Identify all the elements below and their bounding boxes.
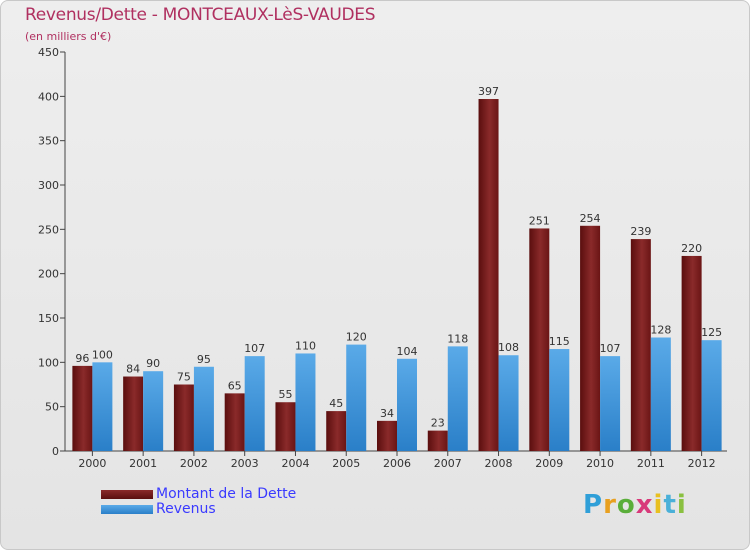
x-tick-label: 2005	[332, 457, 360, 470]
revenue-bar	[244, 356, 265, 451]
x-tick-label: 2008	[485, 457, 513, 470]
debt-bar	[529, 228, 550, 451]
x-tick-label: 2011	[637, 457, 665, 470]
revenue-bar	[193, 366, 214, 451]
revenue-value-label: 118	[447, 332, 468, 345]
debt-value-label: 254	[580, 212, 601, 225]
revenue-value-label: 104	[397, 345, 418, 358]
legend-label-debt: Montant de la Dette	[156, 486, 297, 502]
debt-value-label: 65	[228, 379, 242, 392]
x-tick-label: 2009	[535, 457, 563, 470]
legend-label-revenue: Revenus	[156, 501, 216, 517]
y-tick-label: 450	[38, 46, 59, 59]
revenue-value-label: 115	[549, 335, 570, 348]
proxiti-logo: Proxiti	[583, 490, 687, 520]
debt-bar	[681, 255, 702, 451]
logo-letter: o	[616, 490, 636, 520]
debt-bar	[173, 384, 194, 451]
y-tick-label: 150	[38, 312, 59, 325]
revenue-bar	[498, 355, 519, 451]
logo-letter: i	[676, 490, 687, 520]
x-tick-label: 2012	[688, 457, 716, 470]
legend-swatch-debt	[101, 490, 153, 499]
debt-value-label: 75	[177, 371, 191, 384]
revenue-value-label: 125	[701, 326, 722, 339]
revenue-bar	[600, 356, 621, 451]
debt-bar	[123, 376, 144, 451]
debt-bar	[72, 365, 93, 451]
debt-bar	[427, 430, 448, 451]
x-tick-label: 2001	[129, 457, 157, 470]
x-tick-label: 2010	[586, 457, 614, 470]
y-tick-label: 400	[38, 90, 59, 103]
revenue-bar	[397, 358, 417, 451]
chart-title: Revenus/Dette - MONTCEAUX-LèS-VAUDES	[25, 5, 376, 25]
logo-letter: x	[635, 490, 654, 520]
debt-value-label: 55	[278, 388, 292, 401]
debt-value-label: 23	[431, 417, 445, 430]
y-tick-label: 0	[52, 445, 59, 458]
logo-letter: i	[653, 490, 664, 520]
debt-bar	[326, 411, 347, 451]
revenue-bar	[92, 362, 113, 451]
debt-value-label: 397	[478, 85, 499, 98]
debt-value-label: 34	[380, 407, 394, 420]
revenue-value-label: 128	[650, 324, 671, 337]
x-tick-label: 2000	[78, 457, 106, 470]
y-tick-label: 100	[38, 356, 59, 369]
debt-value-label: 220	[681, 242, 702, 255]
revenue-bar	[549, 349, 570, 451]
revenue-value-label: 90	[146, 357, 160, 370]
revenue-value-label: 107	[244, 342, 265, 355]
revenue-bar	[295, 353, 316, 451]
debt-bar	[275, 402, 296, 451]
revenue-value-label: 100	[92, 348, 113, 361]
chart-subtitle: (en milliers d'€)	[25, 30, 112, 43]
x-tick-label: 2004	[281, 457, 309, 470]
debt-bar	[580, 225, 601, 451]
x-tick-label: 2006	[383, 457, 411, 470]
debt-value-label: 96	[75, 352, 89, 365]
legend-swatch-revenue	[101, 505, 153, 514]
revenue-bar	[143, 371, 164, 451]
revenue-value-label: 108	[498, 341, 519, 354]
revenue-bar	[447, 346, 468, 451]
debt-bar	[224, 393, 245, 451]
debt-bar	[630, 239, 651, 451]
debt-bar	[377, 420, 397, 451]
x-tick-label: 2003	[231, 457, 259, 470]
revenue-value-label: 107	[600, 342, 621, 355]
debt-bar	[478, 98, 499, 451]
y-tick-label: 200	[38, 268, 59, 281]
revenue-value-label: 110	[295, 339, 316, 352]
revenue-bar	[701, 340, 722, 451]
y-tick-label: 300	[38, 179, 59, 192]
y-tick-label: 250	[38, 223, 59, 236]
debt-value-label: 251	[529, 214, 550, 227]
revenue-value-label: 95	[197, 353, 211, 366]
revenue-value-label: 120	[346, 331, 367, 344]
logo-letter: t	[663, 490, 677, 520]
y-tick-label: 350	[38, 135, 59, 148]
debt-value-label: 45	[329, 397, 343, 410]
revenue-bar	[650, 337, 671, 451]
y-tick-label: 50	[45, 401, 59, 414]
logo-letter: r	[603, 490, 617, 520]
x-tick-label: 2007	[434, 457, 462, 470]
debt-value-label: 84	[126, 363, 140, 376]
x-tick-label: 2002	[180, 457, 208, 470]
revenue-bar	[346, 344, 367, 451]
logo-letter: P	[583, 490, 604, 520]
debt-value-label: 239	[630, 225, 651, 238]
